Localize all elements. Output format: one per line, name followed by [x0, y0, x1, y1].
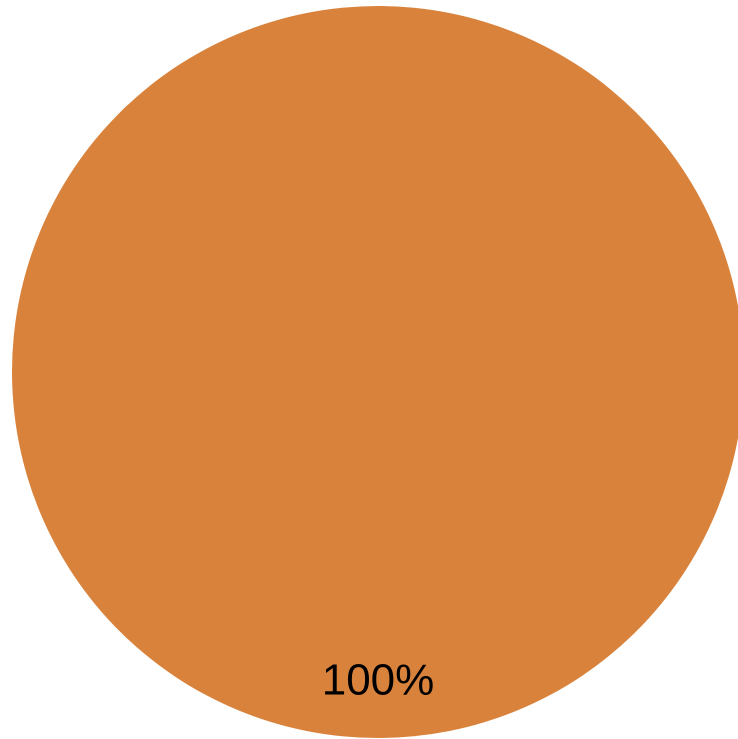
pie-slices	[12, 6, 738, 738]
pie-slice	[12, 6, 738, 738]
pie-data-label: 100%	[322, 656, 435, 705]
pie-data-labels: 100%	[322, 656, 435, 705]
